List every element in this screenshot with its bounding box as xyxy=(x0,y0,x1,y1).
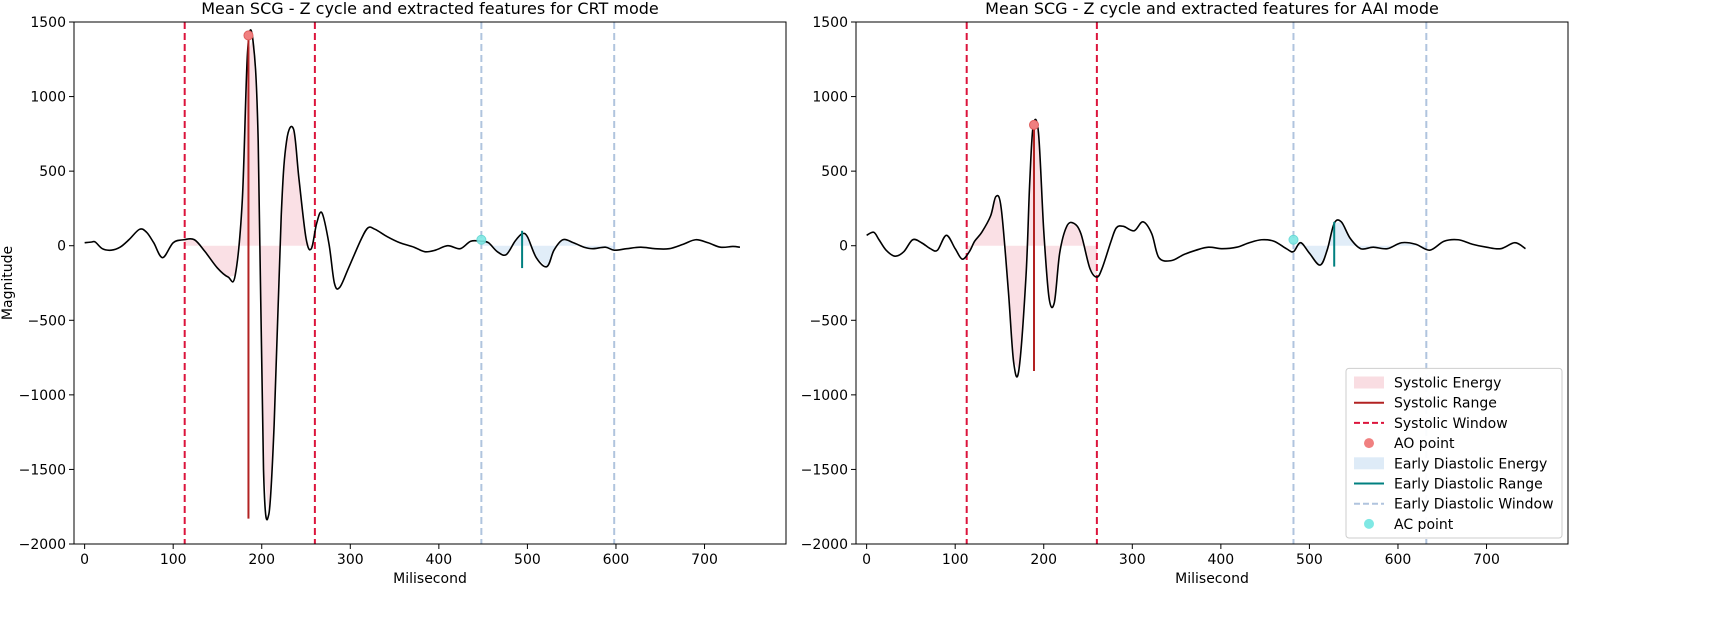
axes-frame xyxy=(855,21,1569,545)
chart-panel-2: 0 100 200 300 400 500 600 700 −2000 −1500 −1000 −50… xyxy=(801,0,1569,587)
x-tick-label: 600 xyxy=(603,552,630,568)
y-tick-label: 0 xyxy=(57,239,66,255)
x-axis-label: Milisecond xyxy=(393,571,467,587)
legend-box xyxy=(1345,367,1563,539)
y-tick-label: 1500 xyxy=(30,15,66,31)
y-tick-label: −2000 xyxy=(801,537,848,553)
x-tick-label: 400 xyxy=(1207,552,1234,568)
ao-point xyxy=(1029,119,1039,130)
y-tick-label: −500 xyxy=(810,313,848,329)
x-tick-label: 700 xyxy=(691,552,718,568)
legend-label: Early Diastolic Range xyxy=(1394,477,1543,493)
legend-item: Early Diastolic Window xyxy=(1354,497,1554,513)
x-tick-label: 100 xyxy=(942,552,969,568)
legend-label: AC point xyxy=(1394,517,1454,533)
y-tick-label: −2000 xyxy=(19,537,66,553)
y-tick-label: 1000 xyxy=(812,90,848,106)
x-tick-label: 0 xyxy=(80,552,89,568)
x-tick-label: 0 xyxy=(862,552,871,568)
legend-label: Early Diastolic Energy xyxy=(1394,456,1547,472)
x-tick-label: 500 xyxy=(1296,552,1323,568)
ao-point xyxy=(243,30,254,41)
chart-panel-1: 0 100 200 300 400 500 600 700 −2000 −1500 −1000 −50… xyxy=(0,0,787,587)
y-tick-label: 0 xyxy=(839,239,848,255)
early-diastolic-energy-fill xyxy=(481,233,615,267)
x-tick-label: 100 xyxy=(160,552,187,568)
x-tick-label: 400 xyxy=(425,552,452,568)
y-tick-label: −500 xyxy=(28,313,66,329)
legend-item: Systolic Window xyxy=(1354,416,1508,432)
axes-frame xyxy=(73,21,787,545)
chart-title: Mean SCG - Z cycle and extracted feature… xyxy=(201,0,659,18)
legend-label: AO point xyxy=(1394,436,1455,452)
legend-item: AO point xyxy=(1364,436,1455,452)
y-tick-label: −1500 xyxy=(801,462,848,478)
y-tick-label: −1000 xyxy=(19,388,66,404)
x-tick-label: 200 xyxy=(248,552,275,568)
plot-area xyxy=(84,22,741,544)
x-axis-label: Milisecond xyxy=(1175,571,1249,587)
legend: Systolic Energy Systolic Range Systolic Wi… xyxy=(1345,367,1563,539)
legend-patch xyxy=(1354,457,1384,470)
y-tick-label: 500 xyxy=(39,164,66,180)
systolic-energy-fill xyxy=(184,39,315,515)
x-tick-label: 300 xyxy=(337,552,364,568)
x-tick-label: 200 xyxy=(1030,552,1057,568)
x-tick-label: 500 xyxy=(514,552,541,568)
y-axis-label: Magnitude xyxy=(0,246,16,320)
systolic-energy-fill xyxy=(966,126,1097,370)
legend-patch xyxy=(1354,376,1384,389)
legend-item: Early Diastolic Energy xyxy=(1354,456,1547,472)
y-tick-label: 1000 xyxy=(30,90,66,106)
ac-point xyxy=(476,234,487,245)
scg-signal-line xyxy=(84,29,741,521)
legend-label: Systolic Energy xyxy=(1394,376,1501,392)
legend-item: Early Diastolic Range xyxy=(1354,477,1543,493)
x-tick-label: 700 xyxy=(1473,552,1500,568)
y-tick-label: −1500 xyxy=(19,462,66,478)
scg-signal-line xyxy=(866,118,1526,378)
legend-label: Systolic Range xyxy=(1394,396,1497,412)
y-tick-label: −1000 xyxy=(801,388,848,404)
legend-label: Systolic Window xyxy=(1394,416,1508,432)
legend-item: Systolic Range xyxy=(1354,396,1497,412)
x-tick-label: 300 xyxy=(1119,552,1146,568)
legend-item: Systolic Energy xyxy=(1354,376,1501,392)
legend-dot xyxy=(1364,518,1374,529)
legend-dot xyxy=(1364,438,1374,449)
x-tick-label: 600 xyxy=(1385,552,1412,568)
legend-label: Early Diastolic Window xyxy=(1394,497,1554,513)
ac-point xyxy=(1288,234,1299,245)
y-tick-label: 500 xyxy=(821,164,848,180)
legend-item: AC point xyxy=(1364,517,1454,533)
y-tick-label: 1500 xyxy=(812,15,848,31)
chart-title: Mean SCG - Z cycle and extracted feature… xyxy=(985,0,1439,18)
